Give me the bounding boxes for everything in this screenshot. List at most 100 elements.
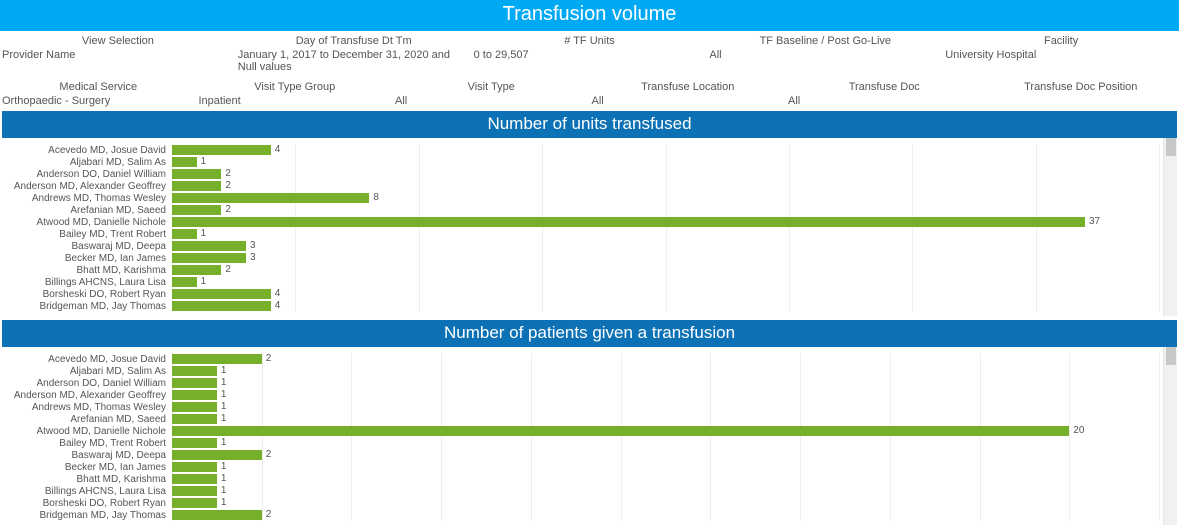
chart-bar[interactable] <box>172 426 1069 436</box>
filter-cell[interactable]: Transfuse LocationAll <box>590 77 787 111</box>
chart-row-label: Baswaraj MD, Deepa <box>2 450 172 461</box>
chart-bar-value: 1 <box>217 485 227 496</box>
scrollbar-thumb[interactable] <box>1166 347 1176 365</box>
chart-row[interactable]: Billings AHCNS, Laura Lisa1 <box>2 276 1159 288</box>
filter-value: All <box>395 93 588 107</box>
chart-bar-area: 1 <box>172 390 1159 400</box>
filter-label: TF Baseline / Post Go-Live <box>709 35 941 47</box>
chart-row-label: Acevedo MD, Josue David <box>2 145 172 156</box>
chart-bar[interactable] <box>172 354 262 364</box>
chart-bar[interactable] <box>172 157 197 167</box>
chart-row[interactable]: Borsheski DO, Robert Ryan4 <box>2 288 1159 300</box>
scrollbar-track[interactable] <box>1163 347 1177 525</box>
chart-bar[interactable] <box>172 366 217 376</box>
chart-bar-value: 1 <box>217 461 227 472</box>
filter-cell[interactable]: Visit Type GroupInpatient <box>197 77 394 111</box>
chart-bar[interactable] <box>172 181 221 191</box>
page-title: Transfusion volume <box>0 0 1179 31</box>
chart-bar[interactable] <box>172 241 246 251</box>
chart-bar[interactable] <box>172 253 246 263</box>
chart-row-label: Aljabari MD, Salim As <box>2 157 172 168</box>
filter-label: Transfuse Doc Position <box>985 81 1178 93</box>
chart-row-label: Bhatt MD, Karishma <box>2 474 172 485</box>
chart-row[interactable]: Aljabari MD, Salim As1 <box>2 365 1159 377</box>
chart-row[interactable]: Anderson DO, Daniel William2 <box>2 168 1159 180</box>
chart-row[interactable]: Becker MD, Ian James1 <box>2 461 1159 473</box>
chart-bar[interactable] <box>172 390 217 400</box>
filter-cell[interactable]: View SelectionProvider Name <box>0 31 236 77</box>
chart-bar-area: 2 <box>172 181 1159 191</box>
chart-row[interactable]: Bailey MD, Trent Robert1 <box>2 228 1159 240</box>
chart-row[interactable]: Anderson MD, Alexander Geoffrey1 <box>2 389 1159 401</box>
filter-cell[interactable]: Visit TypeAll <box>393 77 590 111</box>
chart-bar-area: 1 <box>172 498 1159 508</box>
chart-bar[interactable] <box>172 145 271 155</box>
chart-bar[interactable] <box>172 229 197 239</box>
filter-value: University Hospital <box>945 47 1177 61</box>
chart-row-label: Arefanian MD, Saeed <box>2 205 172 216</box>
chart-bar-value: 1 <box>197 156 207 167</box>
chart-row[interactable]: Bridgeman MD, Jay Thomas2 <box>2 509 1159 521</box>
chart-bar-area: 2 <box>172 354 1159 364</box>
chart-row[interactable]: Andrews MD, Thomas Wesley8 <box>2 192 1159 204</box>
chart-row-label: Arefanian MD, Saeed <box>2 414 172 425</box>
chart-row[interactable]: Borsheski DO, Robert Ryan1 <box>2 497 1159 509</box>
chart-row[interactable]: Andrews MD, Thomas Wesley1 <box>2 401 1159 413</box>
chart-bar-value: 3 <box>246 240 256 251</box>
chart-row[interactable]: Becker MD, Ian James3 <box>2 252 1159 264</box>
chart-row[interactable]: Bridgeman MD, Jay Thomas4 <box>2 300 1159 312</box>
chart-row[interactable]: Billings AHCNS, Laura Lisa1 <box>2 485 1159 497</box>
filter-cell[interactable]: # TF Units0 to 29,507 <box>472 31 708 77</box>
chart-row[interactable]: Anderson MD, Alexander Geoffrey2 <box>2 180 1159 192</box>
chart-bar[interactable] <box>172 474 217 484</box>
filter-cell[interactable]: Day of Transfuse Dt TmJanuary 1, 2017 to… <box>236 31 472 77</box>
chart-bar[interactable] <box>172 462 217 472</box>
chart-row[interactable]: Acevedo MD, Josue David4 <box>2 144 1159 156</box>
chart-bar-area: 1 <box>172 474 1159 484</box>
chart-bar[interactable] <box>172 193 369 203</box>
chart-bar[interactable] <box>172 265 221 275</box>
chart-bar[interactable] <box>172 289 271 299</box>
chart-row[interactable]: Arefanian MD, Saeed2 <box>2 204 1159 216</box>
chart-bar[interactable] <box>172 301 271 311</box>
filter-cell[interactable]: FacilityUniversity Hospital <box>943 31 1179 77</box>
chart-row[interactable]: Baswaraj MD, Deepa3 <box>2 240 1159 252</box>
chart-bar-area: 1 <box>172 157 1159 167</box>
chart-bar[interactable] <box>172 378 217 388</box>
chart-row[interactable]: Atwood MD, Danielle Nichole20 <box>2 425 1159 437</box>
chart-bar[interactable] <box>172 217 1085 227</box>
chart-bar-value: 2 <box>262 353 272 364</box>
chart-bar-value: 1 <box>217 413 227 424</box>
filter-cell[interactable]: Transfuse DocAll <box>786 77 983 111</box>
chart-bar-area: 1 <box>172 229 1159 239</box>
chart-row-label: Billings AHCNS, Laura Lisa <box>2 277 172 288</box>
chart-bar[interactable] <box>172 450 262 460</box>
chart-bar[interactable] <box>172 169 221 179</box>
scrollbar-thumb[interactable] <box>1166 138 1176 156</box>
chart-row-label: Bridgeman MD, Jay Thomas <box>2 510 172 521</box>
chart-bar[interactable] <box>172 510 262 520</box>
chart-bar[interactable] <box>172 486 217 496</box>
chart-bar-value: 1 <box>217 377 227 388</box>
chart-bar[interactable] <box>172 438 217 448</box>
chart-bar[interactable] <box>172 205 221 215</box>
chart-row[interactable]: Atwood MD, Danielle Nichole37 <box>2 216 1159 228</box>
chart-bar[interactable] <box>172 414 217 424</box>
filter-cell[interactable]: Transfuse Doc Position <box>983 77 1179 111</box>
chart-bar-value: 20 <box>1069 425 1084 436</box>
chart-row[interactable]: Baswaraj MD, Deepa2 <box>2 449 1159 461</box>
chart-row[interactable]: Anderson DO, Daniel William1 <box>2 377 1159 389</box>
chart-row[interactable]: Arefanian MD, Saeed 1 <box>2 413 1159 425</box>
filter-cell[interactable]: Medical ServiceOrthopaedic - Surgery <box>0 77 197 111</box>
chart-row[interactable]: Bailey MD, Trent Robert1 <box>2 437 1159 449</box>
filter-cell[interactable]: TF Baseline / Post Go-LiveAll <box>707 31 943 77</box>
scrollbar-track[interactable] <box>1163 138 1177 316</box>
chart-row[interactable]: Aljabari MD, Salim As 1 <box>2 156 1159 168</box>
chart-row[interactable]: Bhatt MD, Karishma2 <box>2 264 1159 276</box>
chart-bar-area: 1 <box>172 366 1159 376</box>
chart-row[interactable]: Acevedo MD, Josue David2 <box>2 353 1159 365</box>
chart-bar[interactable] <box>172 277 197 287</box>
chart-row[interactable]: Bhatt MD, Karishma1 <box>2 473 1159 485</box>
chart-bar[interactable] <box>172 402 217 412</box>
chart-bar[interactable] <box>172 498 217 508</box>
